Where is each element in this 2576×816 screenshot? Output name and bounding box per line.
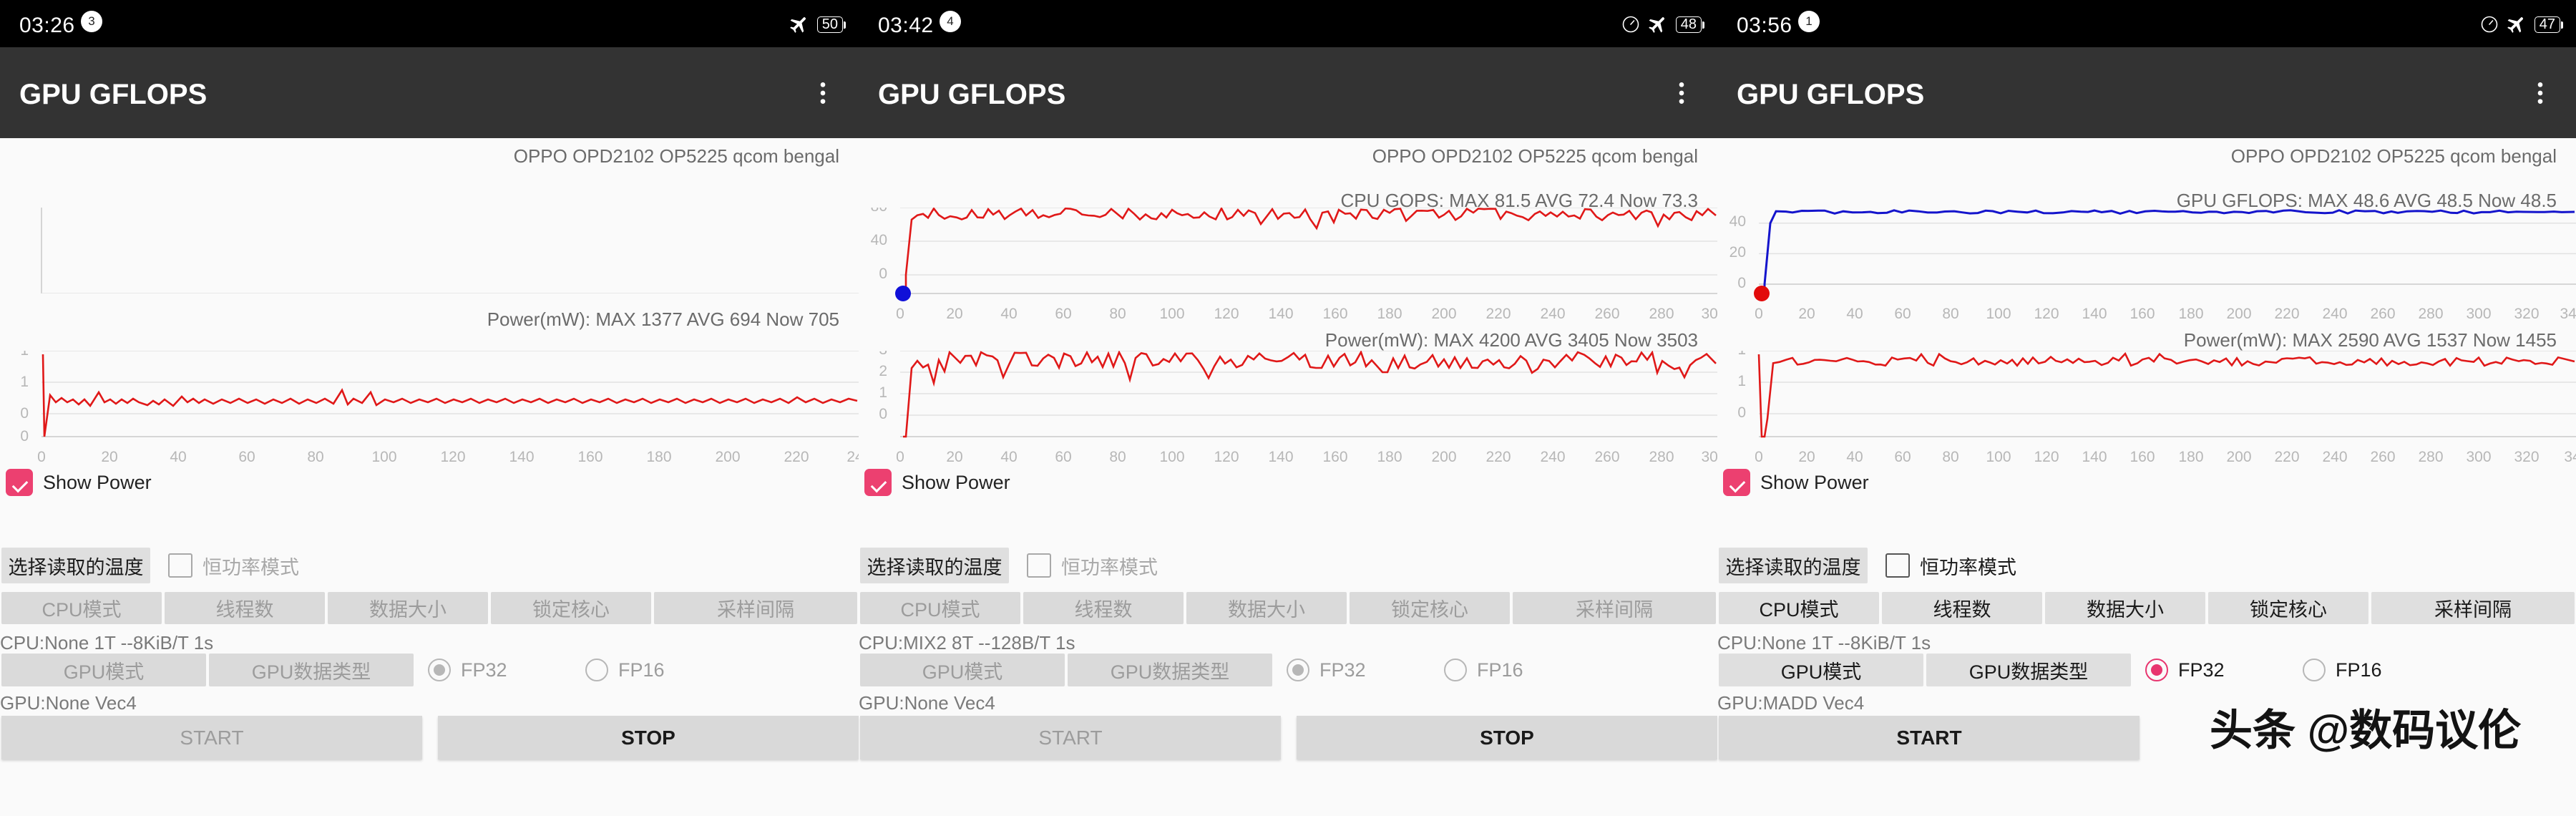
svg-text:140: 140 bbox=[509, 449, 534, 465]
svg-text:40: 40 bbox=[1729, 213, 1746, 230]
svg-text:1: 1 bbox=[1737, 351, 1746, 358]
svg-text:160: 160 bbox=[2129, 306, 2155, 322]
svg-text:280: 280 bbox=[2418, 306, 2443, 322]
svg-text:240: 240 bbox=[1540, 449, 1565, 465]
svg-text:140: 140 bbox=[1268, 306, 1293, 322]
svg-text:200: 200 bbox=[1431, 449, 1456, 465]
svg-text:240: 240 bbox=[2322, 306, 2347, 322]
svg-text:1: 1 bbox=[1737, 373, 1746, 389]
svg-text:100: 100 bbox=[1986, 306, 2011, 322]
svg-text:40: 40 bbox=[1000, 449, 1017, 465]
svg-text:2: 2 bbox=[879, 363, 887, 379]
svg-text:200: 200 bbox=[715, 449, 740, 465]
svg-text:80: 80 bbox=[1109, 306, 1126, 322]
svg-text:0: 0 bbox=[879, 266, 887, 282]
svg-text:320: 320 bbox=[2514, 449, 2539, 465]
svg-text:260: 260 bbox=[2370, 306, 2395, 322]
svg-text:1: 1 bbox=[20, 351, 29, 359]
svg-text:160: 160 bbox=[1322, 449, 1347, 465]
svg-text:160: 160 bbox=[2129, 449, 2155, 465]
svg-text:0: 0 bbox=[879, 406, 887, 422]
svg-text:20: 20 bbox=[946, 449, 962, 465]
svg-text:80: 80 bbox=[1109, 449, 1126, 465]
svg-text:200: 200 bbox=[1431, 306, 1456, 322]
svg-text:320: 320 bbox=[2514, 306, 2539, 322]
svg-text:80: 80 bbox=[1942, 306, 1958, 322]
svg-text:0: 0 bbox=[20, 428, 29, 445]
svg-text:120: 120 bbox=[1214, 449, 1239, 465]
svg-text:300: 300 bbox=[2466, 306, 2491, 322]
svg-text:34: 34 bbox=[2564, 449, 2576, 465]
svg-text:240: 240 bbox=[1540, 306, 1565, 322]
svg-text:0: 0 bbox=[1755, 449, 1763, 465]
svg-text:1: 1 bbox=[879, 384, 887, 401]
svg-text:头条 @数码议伦: 头条 @数码议伦 bbox=[2210, 706, 2522, 754]
svg-text:0: 0 bbox=[20, 405, 29, 422]
svg-text:340: 340 bbox=[2560, 306, 2576, 322]
svg-text:100: 100 bbox=[1159, 306, 1184, 322]
svg-text:180: 180 bbox=[1377, 306, 1402, 322]
svg-text:180: 180 bbox=[1377, 449, 1402, 465]
svg-text:40: 40 bbox=[170, 449, 186, 465]
svg-text:140: 140 bbox=[2082, 306, 2107, 322]
svg-text:60: 60 bbox=[238, 449, 255, 465]
svg-text:260: 260 bbox=[2370, 449, 2395, 465]
svg-text:40: 40 bbox=[1846, 449, 1863, 465]
svg-text:0: 0 bbox=[896, 449, 904, 465]
svg-text:60: 60 bbox=[1894, 449, 1911, 465]
svg-text:80: 80 bbox=[307, 449, 323, 465]
svg-text:120: 120 bbox=[1214, 306, 1239, 322]
svg-text:280: 280 bbox=[2418, 449, 2443, 465]
svg-text:20: 20 bbox=[1729, 244, 1746, 261]
svg-text:40: 40 bbox=[1000, 306, 1017, 322]
svg-text:0: 0 bbox=[1755, 306, 1763, 322]
svg-text:24: 24 bbox=[847, 449, 859, 465]
svg-text:1: 1 bbox=[20, 374, 29, 390]
svg-text:160: 160 bbox=[1322, 306, 1347, 322]
svg-text:180: 180 bbox=[2178, 306, 2203, 322]
svg-text:300: 300 bbox=[2466, 449, 2491, 465]
svg-text:60: 60 bbox=[1055, 306, 1071, 322]
svg-text:60: 60 bbox=[1055, 449, 1071, 465]
svg-text:180: 180 bbox=[2178, 449, 2203, 465]
svg-text:220: 220 bbox=[1485, 449, 1511, 465]
svg-text:240: 240 bbox=[2322, 449, 2347, 465]
svg-text:80: 80 bbox=[1942, 449, 1958, 465]
svg-text:260: 260 bbox=[1594, 449, 1619, 465]
svg-text:200: 200 bbox=[2226, 306, 2251, 322]
svg-text:20: 20 bbox=[946, 306, 962, 322]
svg-text:100: 100 bbox=[1159, 449, 1184, 465]
svg-text:0: 0 bbox=[1737, 275, 1746, 291]
svg-text:40: 40 bbox=[1846, 306, 1863, 322]
svg-text:300: 300 bbox=[1701, 306, 1717, 322]
svg-text:280: 280 bbox=[1649, 306, 1674, 322]
svg-text:100: 100 bbox=[1986, 449, 2011, 465]
svg-text:100: 100 bbox=[371, 449, 396, 465]
svg-text:160: 160 bbox=[577, 449, 602, 465]
svg-text:300: 300 bbox=[1701, 449, 1717, 465]
svg-text:180: 180 bbox=[646, 449, 671, 465]
svg-text:60: 60 bbox=[1894, 306, 1911, 322]
svg-text:120: 120 bbox=[2034, 306, 2059, 322]
svg-text:0: 0 bbox=[896, 306, 904, 322]
svg-text:3: 3 bbox=[879, 351, 887, 358]
svg-text:20: 20 bbox=[101, 449, 117, 465]
svg-text:220: 220 bbox=[784, 449, 809, 465]
svg-text:220: 220 bbox=[2274, 306, 2299, 322]
svg-text:200: 200 bbox=[2226, 449, 2251, 465]
svg-text:140: 140 bbox=[1268, 449, 1293, 465]
svg-text:80: 80 bbox=[871, 208, 887, 215]
svg-text:120: 120 bbox=[2034, 449, 2059, 465]
svg-text:220: 220 bbox=[1485, 306, 1511, 322]
svg-text:0: 0 bbox=[37, 449, 46, 465]
svg-text:20: 20 bbox=[1798, 449, 1815, 465]
svg-text:0: 0 bbox=[1737, 404, 1746, 421]
svg-text:40: 40 bbox=[871, 232, 887, 248]
svg-text:120: 120 bbox=[440, 449, 465, 465]
svg-text:140: 140 bbox=[2082, 449, 2107, 465]
svg-text:260: 260 bbox=[1594, 306, 1619, 322]
svg-text:20: 20 bbox=[1798, 306, 1815, 322]
svg-text:280: 280 bbox=[1649, 449, 1674, 465]
svg-text:220: 220 bbox=[2274, 449, 2299, 465]
